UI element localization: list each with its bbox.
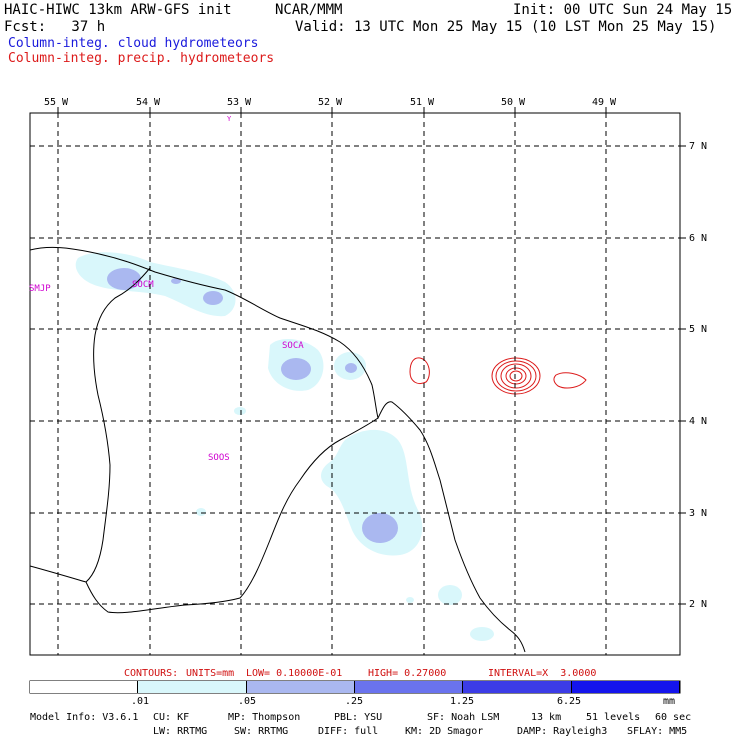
colorbar-segment (138, 681, 247, 693)
colorbar-segment (30, 681, 139, 693)
colorbar-segment (246, 681, 355, 693)
cloud-shading (75, 252, 494, 641)
footer-item: KM: 2D Smagor (405, 726, 484, 737)
colorbar-label: .25 (345, 696, 364, 707)
lon-label: 54 W (136, 97, 161, 108)
station-label: SOCA (282, 341, 304, 351)
frame-ticks (57, 107, 686, 605)
field-cloud-label: Column-integ. cloud hydrometeors (8, 36, 259, 51)
lon-label: 49 W (592, 97, 617, 108)
lat-label: 4 N (689, 416, 708, 427)
colorbar-label: .01 (131, 696, 150, 707)
precip-contours (409, 357, 587, 395)
footer-item: Model Info: V3.6.1 (30, 712, 139, 723)
lat-label: 5 N (689, 324, 708, 335)
station-label: SOCM (132, 280, 154, 290)
colorbar-segment (355, 681, 464, 693)
footer-item: 13 km (531, 712, 562, 723)
contour-label: CONTOURS: (124, 668, 179, 679)
colorbar-segment (463, 681, 572, 693)
footer-item: DIFF: full (318, 726, 379, 737)
lon-label: 50 W (501, 97, 526, 108)
map-marker: Y (227, 115, 232, 123)
contour-low: LOW= 0.10000E-01 (246, 668, 343, 679)
colorbar-segment (571, 681, 680, 693)
footer-item: SW: RRTMG (234, 726, 289, 737)
colorbar-label: 1.25 (450, 696, 475, 707)
station-label: SMJP (29, 284, 51, 294)
lat-label: 3 N (689, 508, 708, 519)
footer-item: DAMP: Rayleigh3 (517, 726, 608, 737)
station-label: SOOS (208, 453, 230, 463)
lat-label: 6 N (689, 233, 708, 244)
footer-item: PBL: YSU (334, 712, 383, 723)
lon-label: 53 W (227, 97, 252, 108)
field-precip-label: Column-integ. precip. hydrometeors (8, 51, 275, 66)
lon-label: 55 W (44, 97, 69, 108)
footer-item: 60 sec (655, 712, 692, 723)
footer-item: CU: KF (153, 712, 190, 723)
footer-item: SFLAY: MM5 (627, 726, 688, 737)
model-title: HAIC-HIWC 13km ARW-GFS init (4, 2, 232, 18)
forecast-hour: Fcst: 37 h (4, 19, 106, 35)
lon-label: 51 W (410, 97, 435, 108)
map-frame (29, 112, 681, 656)
colorbar-units: mm (663, 696, 676, 707)
coastline (29, 246, 526, 653)
footer-item: MP: Thompson (228, 712, 301, 723)
org-label: NCAR/MMM (275, 2, 343, 18)
valid-time: Valid: 13 UTC Mon 25 May 15 (10 LST Mon … (295, 19, 717, 35)
contour-high: HIGH= 0.27000 (368, 668, 447, 679)
contour-units: UNITS=mm (186, 668, 235, 679)
lat-label: 2 N (689, 599, 708, 610)
lat-lon-grid (30, 113, 680, 655)
init-time: Init: 00 UTC Sun 24 May 15 (513, 2, 733, 18)
lon-label: 52 W (318, 97, 343, 108)
footer-item: 51 levels (586, 712, 641, 723)
colorbar-label: .05 (238, 696, 257, 707)
footer-item: LW: RRTMG (153, 726, 208, 737)
colorbar-label: 6.25 (557, 696, 582, 707)
contour-interval: INTERVAL=X 3.0000 (488, 668, 597, 679)
lat-label: 7 N (689, 141, 708, 152)
footer-item: SF: Noah LSM (427, 712, 500, 723)
